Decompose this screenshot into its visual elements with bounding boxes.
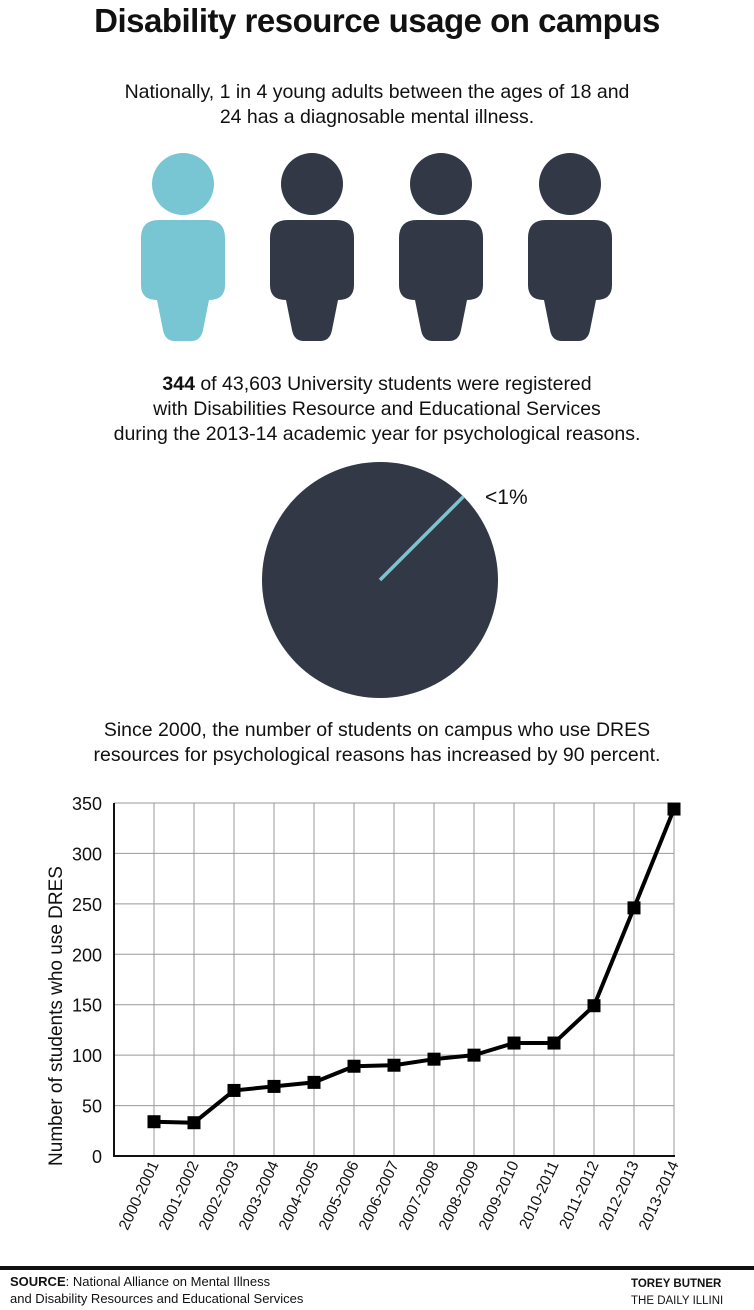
publication: THE DAILY ILLINI: [631, 1295, 724, 1307]
stat-university-line3: during the 2013-14 academic year for psy…: [113, 423, 641, 445]
stat-university-line2: with Disabilities Resource and Education…: [153, 398, 601, 420]
y-tick-label: 0: [92, 1147, 102, 1167]
stat-count: 344: [162, 373, 195, 395]
x-tick-label: 2004-2005: [276, 1159, 323, 1233]
stat-national: Nationally, 1 in 4 young adults between …: [0, 80, 754, 130]
x-tick-label: 2000-2001: [116, 1159, 163, 1233]
person-head: [152, 153, 214, 215]
data-point: [187, 1116, 201, 1130]
stat-increase: Since 2000, the number of students on ca…: [0, 718, 754, 768]
data-point: [267, 1079, 281, 1093]
data-point: [387, 1058, 401, 1072]
x-tick-label: 2012-2013: [596, 1159, 643, 1233]
person-icon: [270, 153, 354, 341]
x-tick-label: 2009-2010: [476, 1158, 523, 1233]
person-icon: [399, 153, 483, 341]
y-tick-label: 350: [72, 794, 102, 814]
person-head: [281, 153, 343, 215]
data-point: [147, 1115, 161, 1129]
pie-chart: <1%: [262, 462, 528, 698]
footer-divider: [0, 1266, 754, 1270]
page-title: Disability resource usage on campus: [94, 2, 660, 39]
stat-national-line1: Nationally, 1 in 4 young adults between …: [124, 81, 630, 103]
source-note: SOURCE: National Alliance on Mental Illn…: [10, 1273, 303, 1307]
source-line1: : National Alliance on Mental Illness: [65, 1274, 271, 1289]
y-tick-label: 150: [72, 996, 102, 1016]
x-tick-label: 2007-2008: [396, 1159, 443, 1233]
data-point: [467, 1048, 481, 1062]
person-body: [270, 220, 354, 341]
person-icon: [141, 153, 225, 341]
stat-university-line1: of 43,603 University students were regis…: [194, 373, 592, 395]
y-axis-label: Number of students who use DRES: [46, 866, 67, 1166]
pie-slice-psychological: [378, 495, 465, 582]
x-tick-label: 2002-2003: [196, 1159, 243, 1233]
x-tick-label: 2008-2009: [436, 1159, 483, 1233]
data-point: [227, 1083, 241, 1097]
y-tick-label: 100: [72, 1046, 102, 1066]
data-point: [507, 1036, 521, 1050]
author: TOREY BUTNER: [631, 1278, 722, 1290]
y-tick-label: 250: [72, 895, 102, 915]
data-point: [547, 1036, 561, 1050]
credit: TOREY BUTNER THE DAILY ILLINI: [631, 1276, 723, 1310]
source-line2: and Disability Resources and Educational…: [10, 1291, 304, 1306]
person-head: [539, 153, 601, 215]
x-tick-label: 2003-2004: [236, 1158, 283, 1233]
stat-increase-line2: resources for psychological reasons has …: [93, 744, 661, 766]
person-head: [410, 153, 472, 215]
y-tick-label: 50: [82, 1097, 102, 1117]
person-body: [141, 220, 225, 341]
person-body: [528, 220, 612, 341]
y-tick-label: 200: [72, 945, 102, 965]
data-point: [347, 1059, 361, 1073]
data-point: [307, 1075, 321, 1089]
data-point: [427, 1052, 441, 1066]
x-tick-label: 2013-2014: [636, 1158, 683, 1233]
people-pictogram: [141, 153, 612, 341]
x-tick-label: 2010-2011: [516, 1159, 562, 1232]
person-body: [399, 220, 483, 341]
stat-increase-line1: Since 2000, the number of students on ca…: [103, 719, 651, 741]
line-chart: Number of students who use DRES 0 50 100 15…: [46, 794, 683, 1233]
pie-label: <1%: [485, 486, 528, 509]
x-tick-label: 2005-2006: [316, 1159, 363, 1233]
data-point: [587, 999, 601, 1013]
x-tick-label: 2001-2002: [156, 1159, 203, 1233]
x-tick-label: 2006-2007: [356, 1159, 403, 1233]
source-label: SOURCE: [10, 1274, 66, 1289]
stat-university: 344 of 43,603 University students were r…: [0, 372, 754, 447]
data-point: [627, 901, 641, 915]
x-tick-label: 2011-2012: [556, 1159, 602, 1232]
series-line: [153, 808, 676, 1125]
data-point: [667, 802, 681, 816]
y-tick-label: 300: [72, 844, 102, 864]
stat-national-line2: 24 has a diagnosable mental illness.: [219, 106, 535, 128]
person-icon: [528, 153, 612, 341]
